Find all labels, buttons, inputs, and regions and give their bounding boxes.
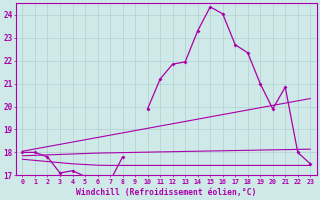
X-axis label: Windchill (Refroidissement éolien,°C): Windchill (Refroidissement éolien,°C) bbox=[76, 188, 257, 197]
